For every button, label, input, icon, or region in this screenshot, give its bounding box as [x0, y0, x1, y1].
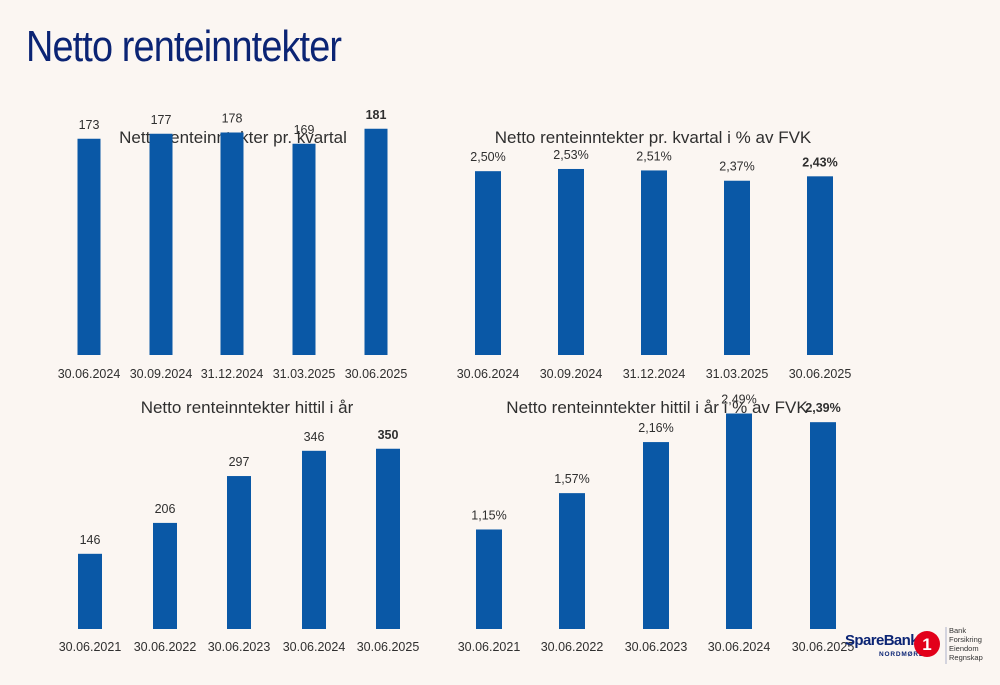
chart-4-value-label: 2,39% — [805, 401, 840, 415]
chart-3-value-label: 146 — [80, 533, 101, 547]
chart-3-x-tick: 30.06.2024 — [283, 640, 346, 654]
chart-3-bar — [153, 522, 177, 629]
chart-3-bar — [78, 553, 102, 629]
chart-2-title: Netto renteinntekter pr. kvartal i % av … — [495, 128, 812, 147]
chart-4-x-tick: 30.06.2023 — [625, 640, 688, 654]
chart-3-value-label: 206 — [155, 502, 176, 516]
logo-region: NORDMØRE — [879, 651, 924, 658]
chart-1-value-label: 178 — [222, 112, 243, 126]
chart-1-x-tick: 30.06.2025 — [345, 367, 408, 381]
chart-1-x-tick: 31.03.2025 — [273, 367, 336, 381]
chart-4-value-label: 2,49% — [721, 393, 756, 407]
chart-4-bar — [643, 442, 669, 629]
chart-3-value-label: 297 — [229, 455, 250, 469]
chart-3-x-tick: 30.06.2022 — [134, 640, 197, 654]
chart-2-x-tick: 31.12.2024 — [623, 367, 686, 381]
logo-brand-name: SpareBank — [845, 632, 919, 649]
chart-3-x-tick: 30.06.2021 — [59, 640, 122, 654]
chart-3-x-tick: 30.06.2025 — [357, 640, 420, 654]
chart-4-bar — [476, 529, 502, 629]
chart-1-bar — [292, 143, 316, 355]
chart-1-value-label: 181 — [366, 108, 387, 122]
chart-4-value-label: 2,16% — [638, 421, 673, 435]
chart-1-x-tick: 30.06.2024 — [58, 367, 121, 381]
sparebank-mark-icon — [914, 631, 940, 657]
chart-3-value-label: 350 — [378, 428, 399, 442]
chart-1-bar — [149, 133, 173, 355]
chart-2-value-label: 2,43% — [802, 155, 837, 169]
chart-4-value-label: 1,15% — [471, 508, 506, 522]
chart-4-x-tick: 30.06.2021 — [458, 640, 521, 654]
chart-3-value-label: 346 — [304, 430, 325, 444]
chart-1-value-label: 173 — [79, 118, 100, 132]
logo-service-forsikring: Forsikring — [949, 635, 982, 644]
logo-service-regnskap: Regnskap — [949, 653, 983, 662]
chart-4-x-tick: 30.06.2024 — [708, 640, 771, 654]
chart-2-bar — [558, 168, 584, 355]
chart-4-title: Netto renteinntekter hittil i år i % av … — [506, 398, 808, 417]
chart-2-x-tick: 30.06.2025 — [789, 367, 852, 381]
chart-2-value-label: 2,53% — [553, 148, 588, 162]
logo-service-eiendom: Eiendom — [949, 644, 979, 653]
chart-1-bar — [364, 128, 388, 355]
chart-2-bar — [475, 171, 501, 355]
chart-1-value-label: 169 — [294, 123, 315, 137]
chart-1-x-tick: 31.12.2024 — [201, 367, 264, 381]
chart-3-bar — [227, 476, 251, 629]
chart-1-bar — [220, 132, 244, 355]
chart-1-bar — [77, 138, 101, 355]
chart-2-x-tick: 31.03.2025 — [706, 367, 769, 381]
chart-2-x-tick: 30.06.2024 — [457, 367, 520, 381]
chart-3-title: Netto renteinntekter hittil i år — [141, 398, 354, 417]
chart-4-x-tick: 30.06.2022 — [541, 640, 604, 654]
chart-1-x-tick: 30.09.2024 — [130, 367, 193, 381]
chart-3-bar — [302, 450, 326, 629]
chart-2-value-label: 2,51% — [636, 149, 671, 163]
page-title: Netto renteinntekter — [26, 22, 342, 71]
chart-2-bar — [807, 176, 833, 355]
chart-4-x-tick: 30.06.2025 — [792, 640, 855, 654]
sparebank-logo: SpareBank NORDMØRE 1 Bank Forsikring Eie… — [845, 626, 983, 664]
chart-3-bar — [376, 448, 400, 629]
chart-4-bar — [726, 413, 752, 629]
chart-4-bar — [559, 493, 585, 629]
chart-2-value-label: 2,50% — [470, 150, 505, 164]
chart-3-x-tick: 30.06.2023 — [208, 640, 271, 654]
logo-mark: 1 — [922, 635, 931, 654]
chart-2-value-label: 2,37% — [719, 160, 754, 174]
chart-1-value-label: 177 — [151, 113, 172, 127]
chart-2-x-tick: 30.09.2024 — [540, 367, 603, 381]
chart-2-bar — [724, 180, 750, 355]
logo-service-bank: Bank — [949, 626, 966, 635]
chart-4-bar — [810, 422, 836, 629]
chart-2-bar — [641, 170, 667, 355]
chart-4-value-label: 1,57% — [554, 472, 589, 486]
